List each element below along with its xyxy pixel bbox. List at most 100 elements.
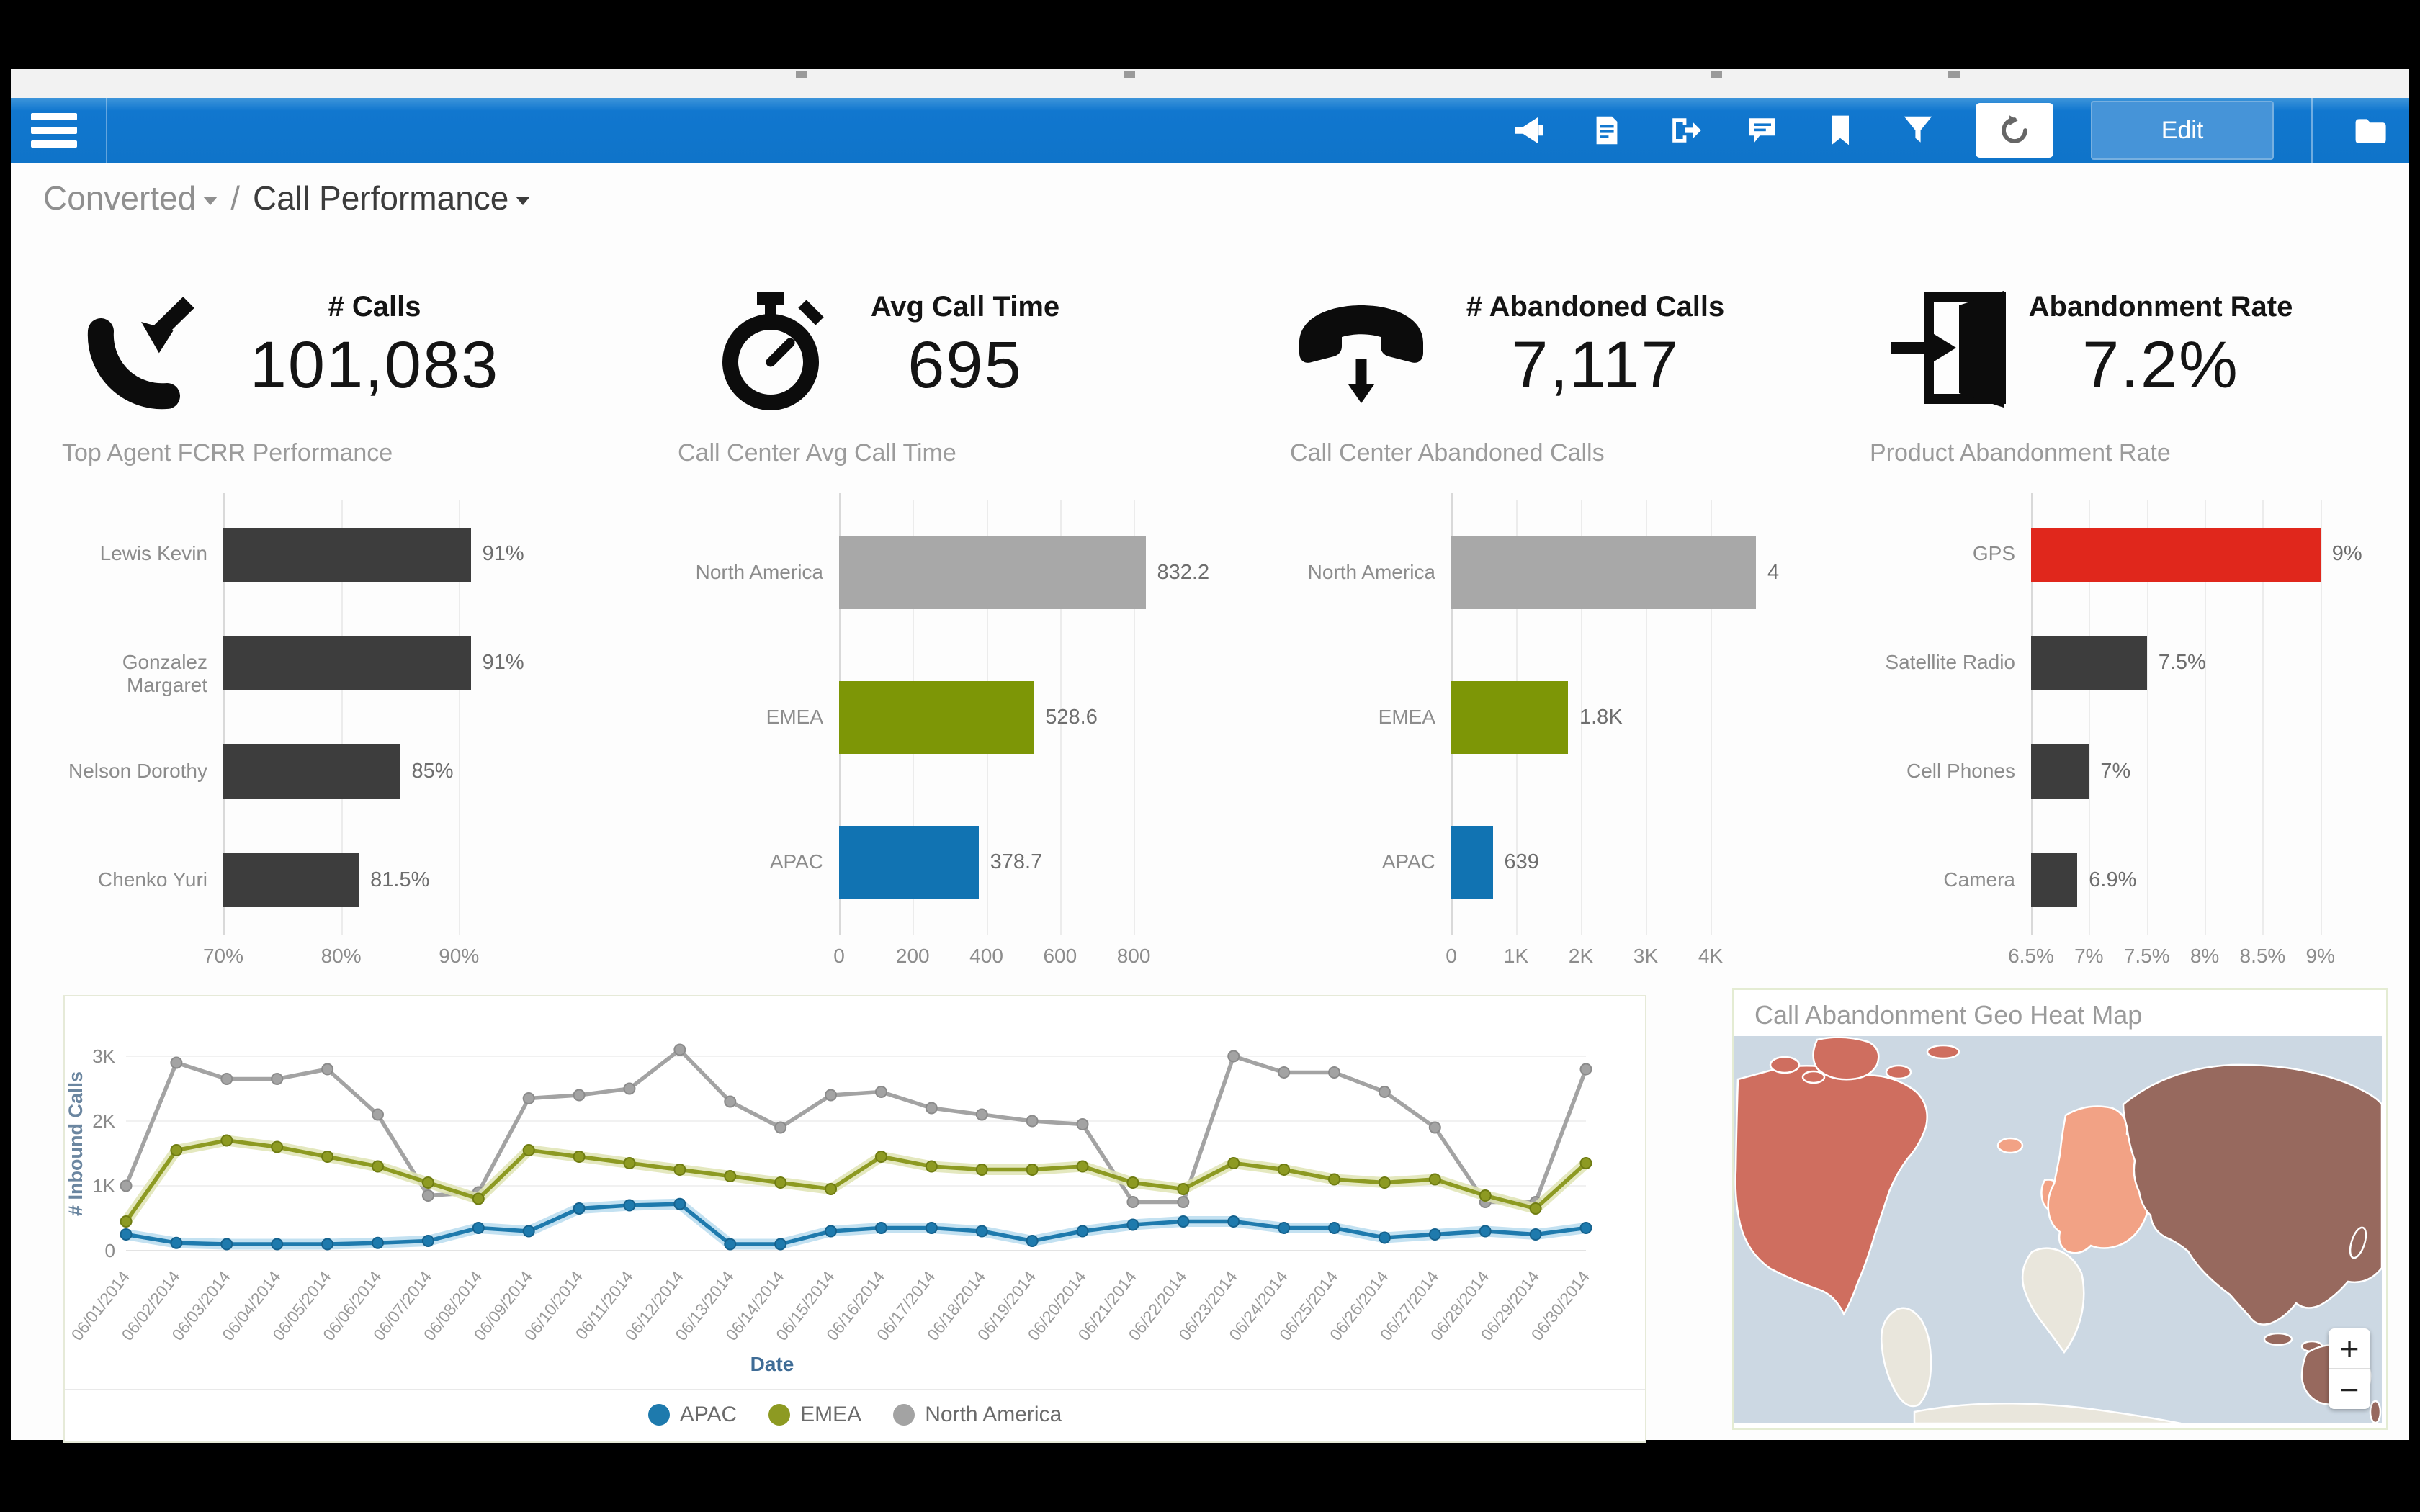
bar-category-label: Camera — [1943, 868, 2015, 891]
geo-heat-map-panel: Call Abandonment Geo Heat Map — [1732, 988, 2388, 1430]
legend-dot — [893, 1404, 915, 1426]
map-region-north-america[interactable] — [1926, 1044, 1960, 1060]
incoming-call-icon — [79, 287, 205, 413]
megaphone-icon[interactable] — [1509, 110, 1549, 150]
x-tick-label: 9% — [2305, 945, 2336, 967]
bar[interactable] — [223, 852, 359, 908]
x-tick-label: 800 — [1116, 945, 1151, 967]
breadcrumb-project-label: Converted — [43, 179, 197, 217]
gridline — [2089, 500, 2091, 935]
legend-item-emea[interactable]: EMEA — [768, 1403, 861, 1427]
bar[interactable] — [2031, 852, 2078, 908]
gridline — [2262, 500, 2264, 935]
bar-category-label: Lewis Kevin — [99, 542, 207, 565]
chart-abandoned-calls: Call Center Abandoned Calls 0 1K 2K 3K 4K Nor… — [1278, 439, 1840, 976]
line-chart: 01K2K3K06/01/201406/02/201406/03/201406/… — [65, 1043, 1593, 1375]
zoom-out-button[interactable]: − — [2339, 1370, 2360, 1408]
bar-value-label: 9% — [2331, 542, 2362, 566]
chart-title: Product Abandonment Rate — [1870, 439, 2171, 467]
bar-category-label: Gonzalez Margaret — [122, 651, 207, 697]
bar[interactable] — [223, 636, 471, 690]
kpi-calls: # Calls 101,083 — [173, 291, 576, 403]
chevron-down-icon — [516, 197, 531, 205]
svg-text:2K: 2K — [92, 1110, 115, 1132]
map-region-africa[interactable] — [2021, 1247, 2085, 1354]
legend-item-apac[interactable]: APAC — [647, 1403, 738, 1427]
map-region-europe[interactable] — [1996, 1137, 2024, 1154]
world-map[interactable]: + − — [1734, 1036, 2383, 1425]
bar-category-label: Chenko Yuri — [97, 868, 207, 891]
bar[interactable] — [2031, 744, 2089, 799]
bar[interactable] — [1451, 681, 1568, 754]
gridline — [341, 500, 343, 935]
map-region-south-america[interactable] — [1880, 1307, 1932, 1408]
toolbar-divider — [106, 98, 107, 163]
x-tick-label: 7% — [2074, 945, 2104, 967]
bar-category-label: Cell Phones — [1906, 759, 2015, 782]
dashboard-content: Converted / Call Performance # Calls 101… — [11, 163, 2409, 1443]
legend-item-north-america[interactable]: North America — [893, 1403, 1062, 1427]
map-region-north-america[interactable] — [1769, 1056, 1801, 1074]
chrome-speck — [1711, 71, 1722, 78]
document-icon[interactable] — [1587, 110, 1627, 150]
export-icon[interactable] — [1664, 110, 1705, 150]
map-region-australia[interactable] — [2369, 1400, 2382, 1424]
app-toolbar: Edit — [11, 98, 2409, 163]
map-region-europe[interactable] — [2047, 1105, 2153, 1254]
filter-icon[interactable] — [1898, 110, 1938, 150]
bar-value-label: 91% — [482, 651, 524, 675]
bar-value-label: 6.9% — [2089, 868, 2137, 891]
legend-label: APAC — [679, 1403, 738, 1426]
map-region-north-america[interactable] — [1801, 1070, 1826, 1084]
chart-inbound-calls-trend: 0 1K 2K 3K 06/01/2014 06/02/2014 06/03/2014 06/… — [63, 995, 1646, 1443]
bar[interactable] — [839, 536, 1146, 609]
map-region-asia[interactable] — [2347, 1225, 2370, 1259]
svg-text:# Inbound Calls: # Inbound Calls — [65, 1071, 86, 1216]
bar[interactable] — [2031, 636, 2147, 690]
gridline — [1646, 500, 1647, 935]
zoom-in-button[interactable]: + — [2329, 1328, 2370, 1369]
svg-text:1K: 1K — [92, 1175, 115, 1197]
x-tick-label: 2K — [1568, 945, 1594, 967]
chrome-speck — [1124, 71, 1135, 78]
comment-icon[interactable] — [1742, 110, 1783, 150]
bookmark-icon[interactable] — [1820, 110, 1860, 150]
chart-title: Top Agent FCRR Performance — [62, 439, 393, 467]
bar[interactable] — [1451, 536, 1756, 609]
bar[interactable] — [1451, 826, 1493, 899]
bar-category-label: EMEA — [766, 705, 823, 728]
gridline — [459, 500, 461, 935]
bar[interactable] — [223, 527, 471, 582]
kpi-label: # Abandoned Calls — [1466, 291, 1725, 323]
edit-button[interactable]: Edit — [2091, 101, 2274, 160]
bar[interactable] — [839, 681, 1034, 754]
window-chrome-strip — [11, 69, 2409, 98]
map-region-asia[interactable] — [2263, 1332, 2293, 1346]
map-region-north-america[interactable] — [1885, 1064, 1912, 1080]
bar-category-label: North America — [695, 560, 823, 583]
map-region-north-america[interactable] — [1734, 1064, 1928, 1316]
breadcrumb: Converted / Call Performance — [43, 179, 531, 217]
map-region-asia[interactable] — [2122, 1063, 2383, 1326]
bar[interactable] — [839, 826, 979, 899]
breadcrumb-page-dropdown[interactable]: Call Performance — [253, 179, 531, 217]
hamburger-menu-icon[interactable] — [31, 113, 77, 148]
breadcrumb-project-dropdown[interactable]: Converted — [43, 179, 218, 217]
x-tick-label: 0 — [1446, 945, 1457, 967]
map-region-greenland[interactable] — [1812, 1036, 1880, 1081]
gridline — [2320, 500, 2322, 935]
folder-icon[interactable] — [2350, 110, 2390, 150]
bar-value-label: 528.6 — [1045, 705, 1098, 729]
x-tick-label: 3K — [1633, 945, 1659, 967]
map-region-antarctica[interactable] — [1913, 1403, 2182, 1425]
x-tick-label: 200 — [895, 945, 930, 967]
bar-value-label: 7.5% — [2158, 651, 2206, 675]
bar[interactable] — [2031, 527, 2321, 582]
legend-label: EMEA — [800, 1403, 862, 1426]
bar-category-label: Nelson Dorothy — [68, 759, 207, 782]
svg-text:0: 0 — [105, 1240, 115, 1261]
bar[interactable] — [223, 744, 400, 799]
bar-category-label: North America — [1307, 560, 1435, 583]
refresh-button[interactable] — [1976, 103, 2053, 158]
